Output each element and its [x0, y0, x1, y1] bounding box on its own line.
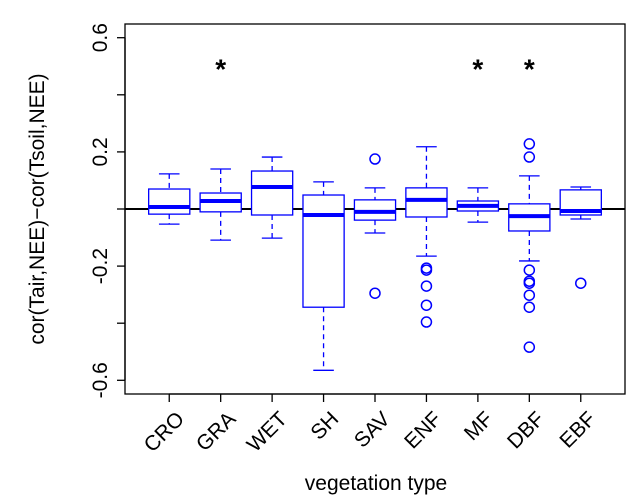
- y-tick-label: -0.6: [89, 362, 112, 398]
- y-tick-label: 0.2: [89, 137, 112, 166]
- annotation: *: [472, 53, 483, 84]
- outlier: [575, 277, 587, 289]
- x-axis-label: vegetation type: [305, 472, 447, 495]
- outlier: [369, 287, 381, 299]
- outlier: [420, 299, 433, 311]
- x-tick-label: ENF: [400, 407, 446, 453]
- outlier: [523, 264, 536, 276]
- outlier: [420, 316, 433, 328]
- outlier: [420, 264, 433, 276]
- x-tick-label: MF: [460, 407, 498, 445]
- box: [250, 170, 294, 216]
- x-tick-label: EBF: [555, 407, 600, 452]
- x-tick-label: GRA: [192, 407, 240, 455]
- outlier: [523, 138, 536, 150]
- box: [302, 194, 345, 308]
- outlier: [420, 280, 433, 292]
- x-tick-label: WET: [243, 407, 292, 456]
- outlier: [523, 301, 536, 313]
- outlier: [369, 153, 381, 165]
- y-tick-label: -0.2: [89, 248, 112, 284]
- outlier: [523, 277, 536, 289]
- x-tick-label: SAV: [350, 407, 395, 452]
- x-tick-label: SH: [306, 407, 343, 444]
- annotation: *: [215, 53, 226, 84]
- y-axis-label: cor(Tair,NEE)−cor(Tsoil,NEE): [26, 73, 49, 344]
- annotation: *: [524, 53, 535, 84]
- outlier: [523, 151, 536, 163]
- y-tick-label: 0.6: [89, 23, 112, 52]
- x-tick-label: CRO: [140, 407, 189, 456]
- box: [405, 187, 448, 218]
- box: [148, 188, 191, 215]
- x-tick-label: DBF: [503, 407, 549, 453]
- outlier: [523, 289, 536, 301]
- outlier: [523, 341, 536, 353]
